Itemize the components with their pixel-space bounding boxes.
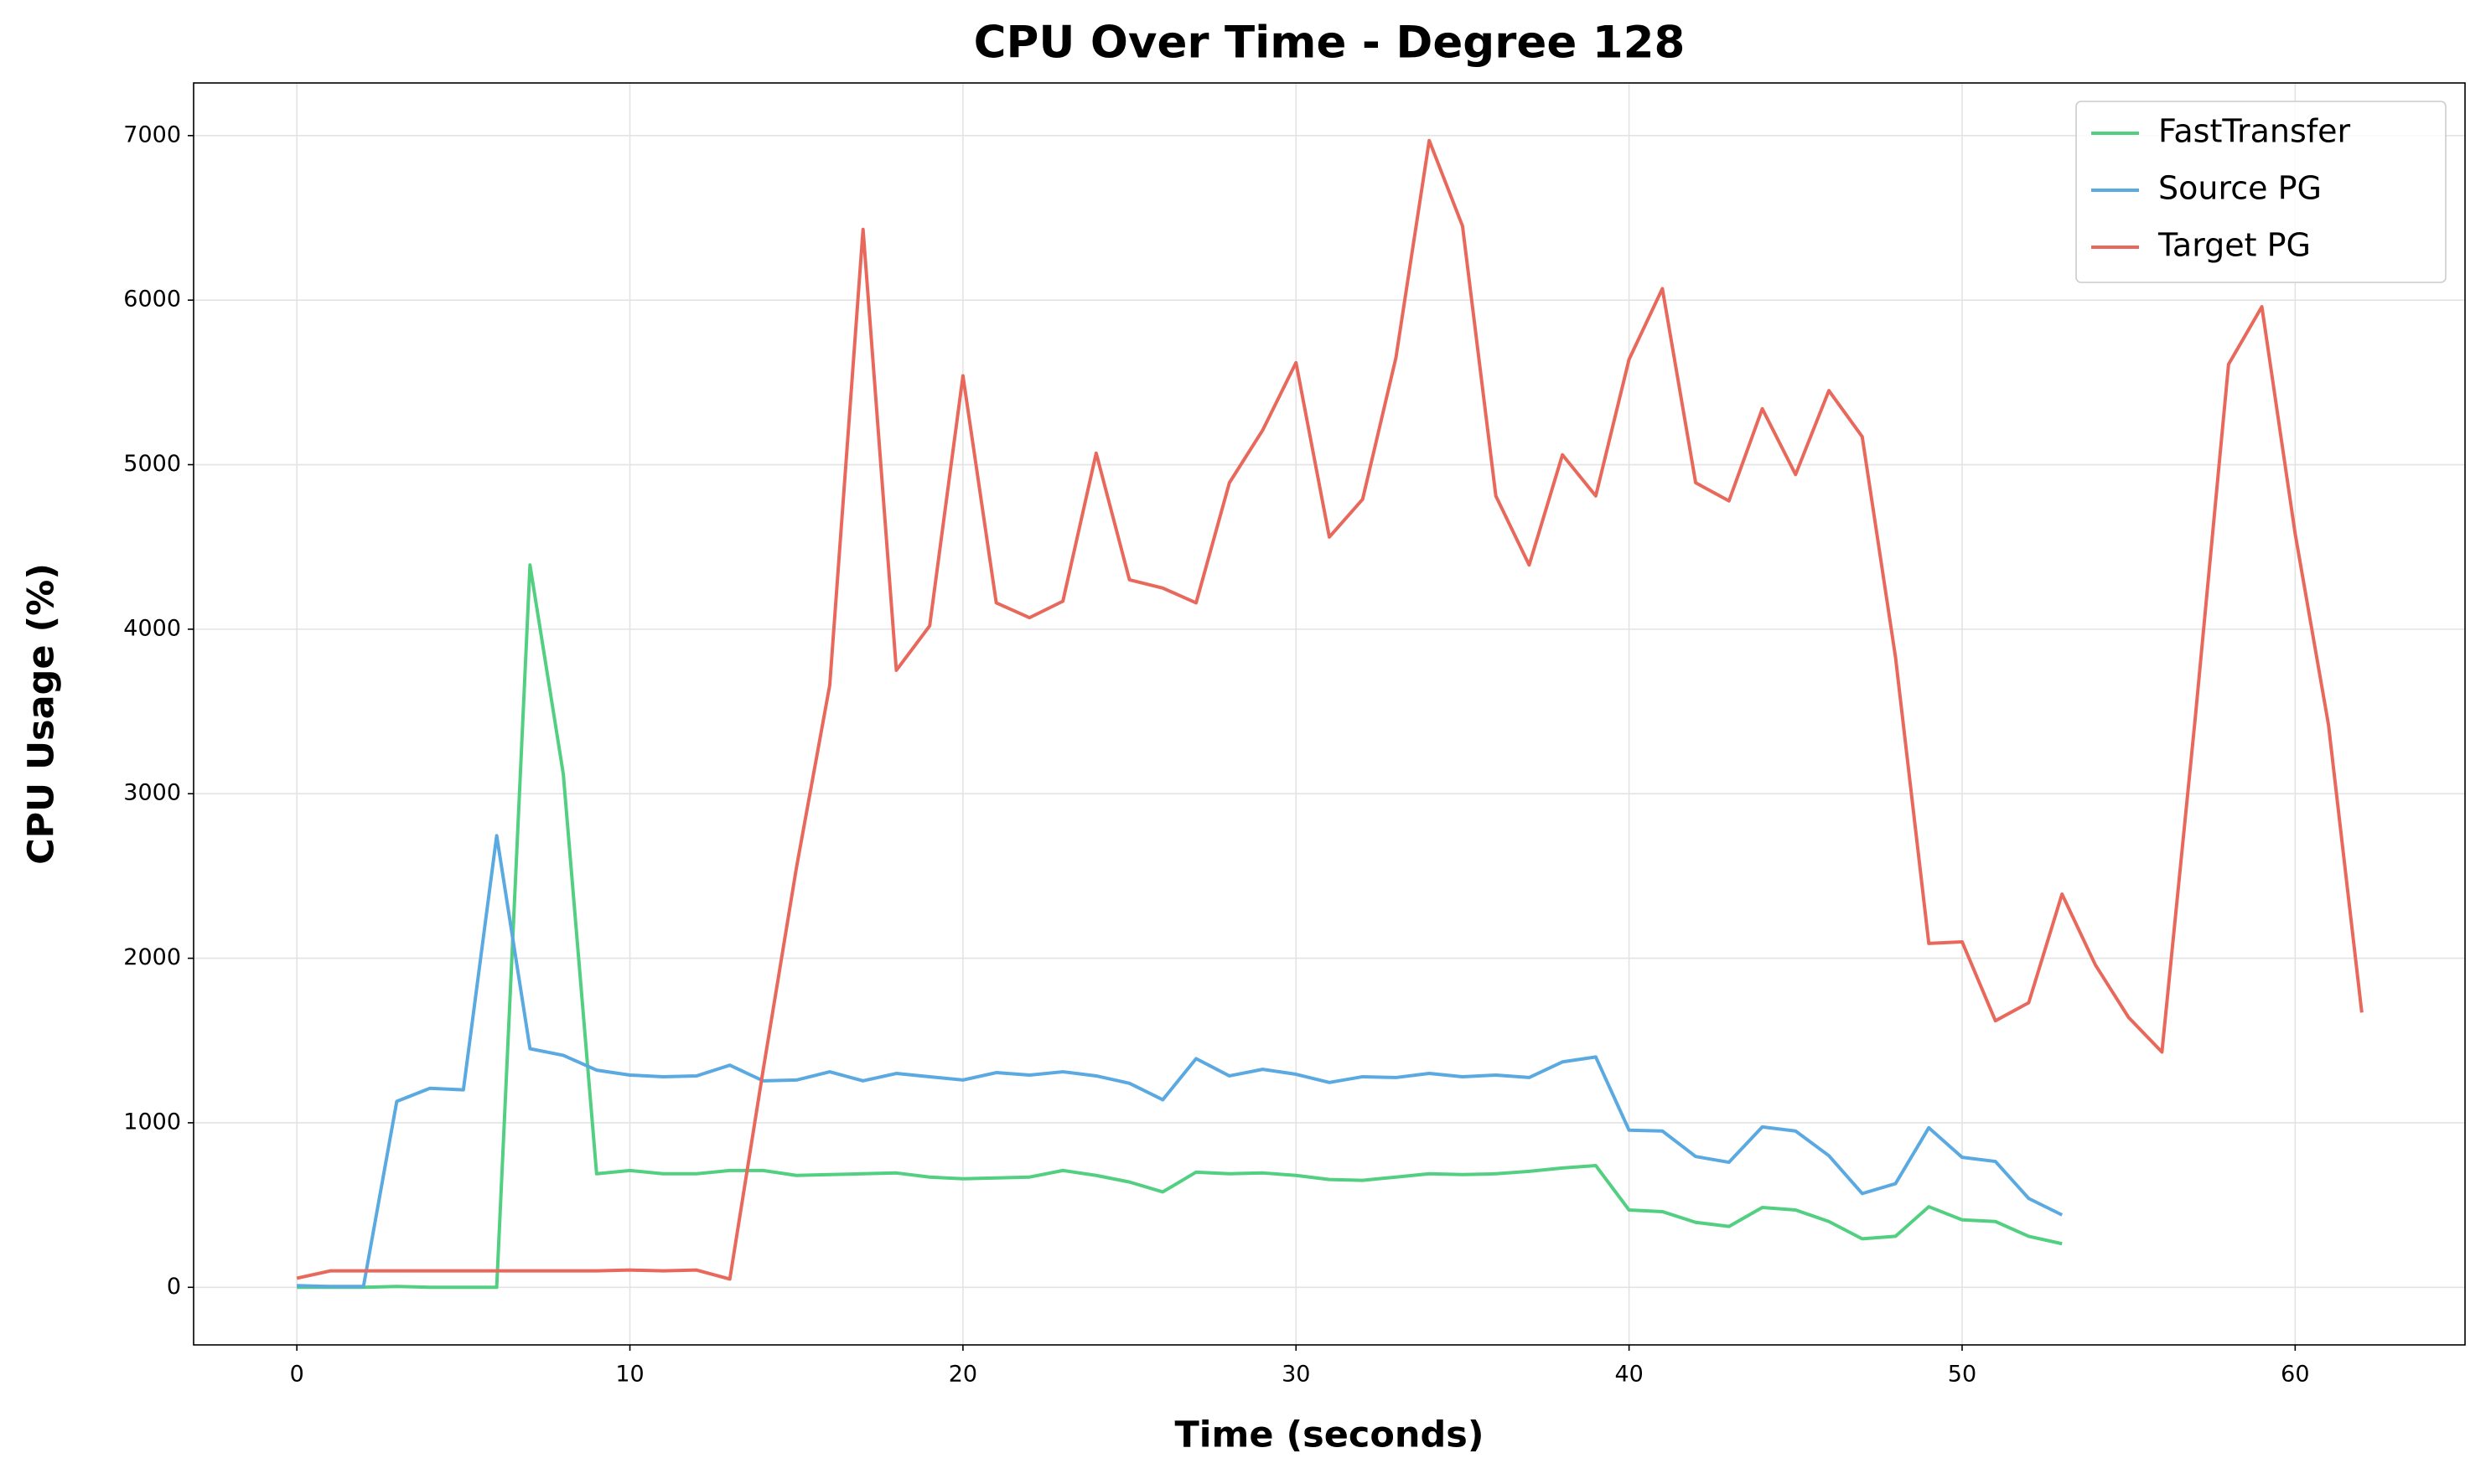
y-tick-label: 2000 (123, 944, 181, 970)
x-tick-label: 20 (949, 1362, 977, 1388)
y-tick-label: 6000 (123, 287, 181, 313)
legend-box (2075, 101, 2447, 283)
y-tick-label: 7000 (123, 122, 181, 147)
legend-label: Source PG (2158, 170, 2322, 207)
y-axis-label: CPU Usage (%) (21, 563, 63, 865)
x-tick-label: 30 (1282, 1362, 1310, 1388)
x-tick-label: 60 (2281, 1362, 2309, 1388)
x-axis-label: Time (seconds) (1174, 1414, 1484, 1456)
y-tick-label: 0 (167, 1274, 181, 1300)
legend-label: FastTransfer (2158, 113, 2351, 150)
legend: FastTransfer Source PG Target PG (2075, 101, 2447, 283)
chart-title: CPU Over Time - Degree 128 (974, 18, 1686, 69)
x-tick-label: 50 (1948, 1362, 1976, 1388)
y-tick-label: 1000 (123, 1109, 181, 1135)
series-line (297, 834, 2064, 1289)
y-tick-label: 5000 (123, 451, 181, 477)
y-tick-label: 4000 (123, 615, 181, 641)
series-line (297, 563, 2063, 1290)
legend-label: Target PG (2157, 227, 2311, 264)
y-tick-label: 3000 (123, 780, 181, 806)
x-tick-label: 0 (290, 1362, 304, 1388)
series-line (296, 138, 2364, 1281)
x-tick-label: 10 (615, 1362, 644, 1388)
plot-frame (193, 82, 2466, 1346)
x-tick-label: 40 (1614, 1362, 1643, 1388)
